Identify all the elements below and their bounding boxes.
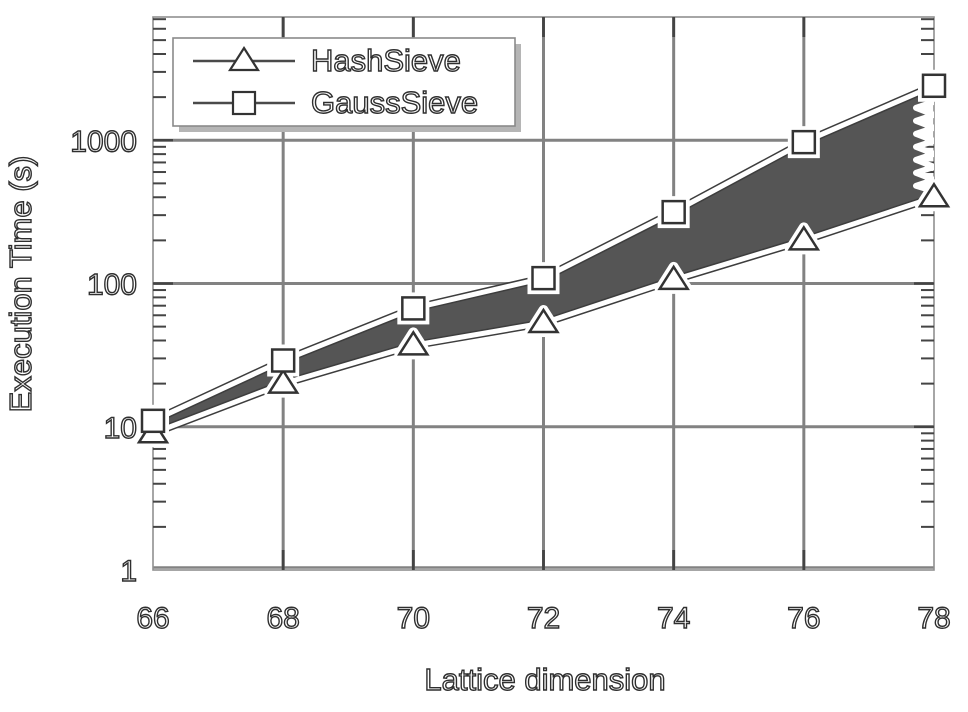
gausssieve-marker <box>401 296 426 321</box>
x-tick-label: 68 <box>266 602 299 635</box>
hashsieve-legend-triangle-icon <box>227 45 261 72</box>
x-tick-label: 66 <box>136 602 169 635</box>
y-tick-label: 10 <box>104 412 137 445</box>
hashsieve-marker <box>527 307 560 334</box>
x-axis-title: Lattice dimension <box>424 662 665 697</box>
legend: HashSieve GaussSieve <box>172 37 521 132</box>
axis-ticks <box>153 17 934 570</box>
gausssieve-marker <box>661 199 686 225</box>
x-tick-label: 70 <box>397 602 430 635</box>
gausssieve-marker <box>531 265 556 291</box>
hashsieve-marker <box>657 264 690 291</box>
x-tick-label: 74 <box>657 602 690 635</box>
y-tick-label: 100 <box>87 269 137 302</box>
legend-box <box>172 37 516 127</box>
hashsieve-marker <box>266 368 300 394</box>
gausssieve-legend-square-icon <box>231 90 257 116</box>
series-markers <box>134 69 953 448</box>
x-tick-label: 76 <box>787 602 820 635</box>
hashsieve-marker <box>397 330 430 356</box>
hashsieve-legend-label: HashSieve <box>311 43 461 78</box>
gausssieve-marker <box>140 408 166 434</box>
y-tick-label: 1000 <box>70 125 137 158</box>
x-tick-label: 72 <box>527 602 560 635</box>
gausssieve-marker <box>921 73 947 99</box>
gausssieve-legend-label: GaussSieve <box>311 85 478 120</box>
gausssieve-marker <box>270 348 296 373</box>
hashsieve-marker <box>787 225 821 251</box>
y-axis-title: Execution Time (s) <box>3 156 38 413</box>
tick-labels: 1 10 100 1000 66 68 70 72 74 76 78 <box>70 125 952 636</box>
hashsieve-marker <box>917 181 951 208</box>
y-tick-label: 1 <box>120 555 137 588</box>
gausssieve-marker <box>791 129 817 155</box>
x-tick-label: 78 <box>917 602 950 635</box>
